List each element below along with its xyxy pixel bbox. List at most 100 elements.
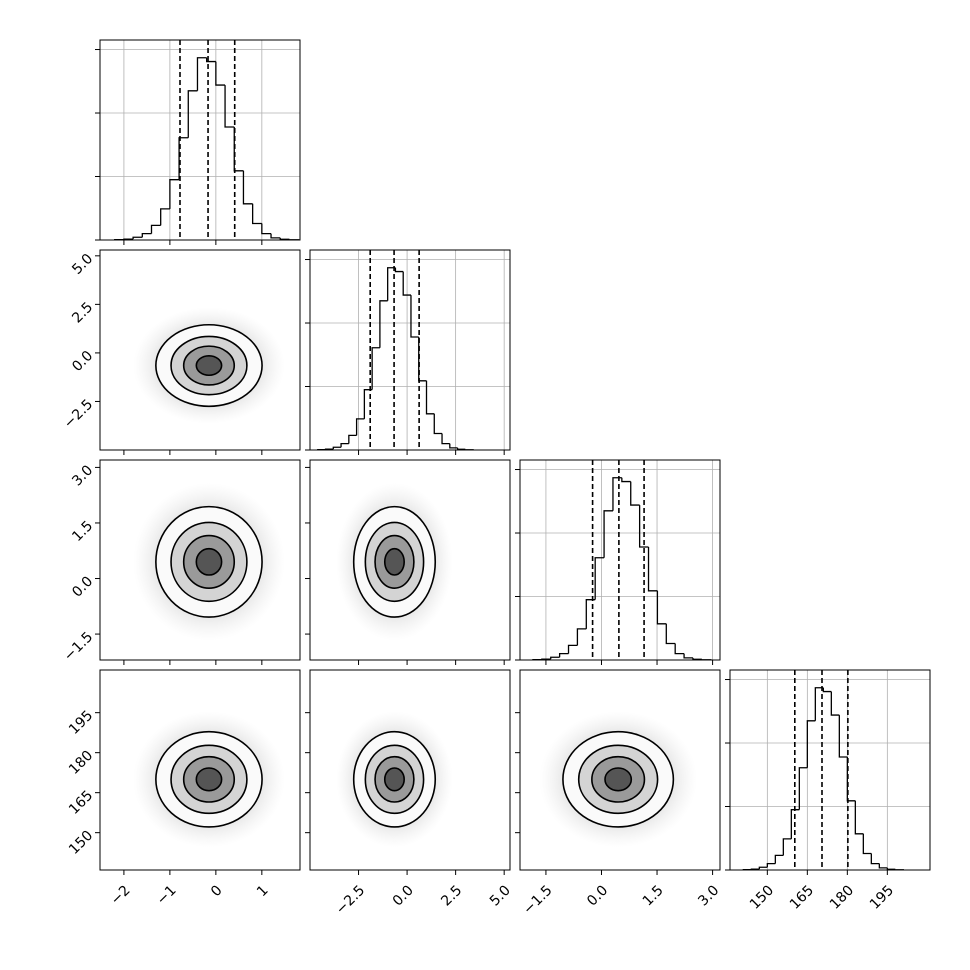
panel-frame xyxy=(309,459,511,661)
y-tick-label: 3.0 xyxy=(69,462,96,489)
x-tick-label: 180 xyxy=(827,882,857,912)
histogram-bin xyxy=(261,223,272,235)
x-tick-label: 0 xyxy=(208,882,226,900)
contour xyxy=(195,547,223,576)
y-tick-label: 180 xyxy=(66,748,96,778)
histogram-bin xyxy=(425,380,435,415)
histogram-bin xyxy=(355,418,365,436)
histogram-bin xyxy=(692,657,702,660)
histogram-bin xyxy=(387,267,396,301)
histogram-bin xyxy=(270,233,281,239)
histogram-bin xyxy=(224,85,235,128)
histogram-bin xyxy=(433,413,443,435)
y-tick-label: 195 xyxy=(66,708,96,738)
panel xyxy=(310,250,510,450)
histogram-bin xyxy=(594,557,605,600)
panel xyxy=(133,307,285,424)
histogram-bin xyxy=(196,57,207,91)
histogram-bin xyxy=(324,448,334,450)
contour xyxy=(195,355,223,377)
histogram-bin xyxy=(665,623,676,645)
histogram-bin xyxy=(558,653,569,658)
contour xyxy=(604,767,633,792)
x-tick-label: −2.5 xyxy=(333,882,368,917)
histogram-bin xyxy=(576,628,587,646)
histogram-bin xyxy=(402,271,411,296)
x-tick-label: 3.0 xyxy=(695,882,722,909)
x-tick-label: 2.5 xyxy=(438,882,465,909)
histogram-bin xyxy=(169,179,180,209)
panel-frame xyxy=(309,249,511,451)
panel-frame xyxy=(519,459,721,661)
y-tick-label: 0.0 xyxy=(69,348,96,375)
histogram-bin xyxy=(790,809,800,839)
histogram-bin xyxy=(456,447,466,450)
panel xyxy=(539,711,698,848)
histogram-bin xyxy=(550,656,560,660)
histogram-bin xyxy=(132,236,143,240)
panel-frame xyxy=(99,459,301,661)
histogram-bin xyxy=(798,767,808,810)
histogram-bin xyxy=(449,443,458,449)
histogram-bin xyxy=(854,800,864,835)
panel xyxy=(520,460,720,660)
x-tick-label: 5.0 xyxy=(487,882,514,909)
histogram-bin xyxy=(160,208,170,226)
panel xyxy=(133,482,285,641)
panel-frame xyxy=(99,39,301,241)
histogram-bin xyxy=(830,691,840,716)
histogram-bin xyxy=(371,347,380,390)
histogram-bin xyxy=(348,434,357,444)
panel-frame xyxy=(99,249,301,451)
panel-frame xyxy=(99,669,301,871)
histogram-bin xyxy=(806,720,816,768)
histogram-bin xyxy=(766,863,776,868)
histogram-bin xyxy=(782,838,792,856)
histogram-bin xyxy=(410,295,419,338)
y-tick-label: 0.0 xyxy=(69,573,96,600)
histogram-bin xyxy=(862,833,872,855)
panel xyxy=(336,482,453,641)
contour xyxy=(195,767,223,792)
histogram-bin xyxy=(379,300,388,348)
histogram-bin xyxy=(838,715,848,758)
x-tick-label: 150 xyxy=(747,882,777,912)
histogram-bin xyxy=(621,477,631,483)
histogram-bin xyxy=(206,57,216,63)
histogram-bin xyxy=(603,510,613,558)
histogram-bin xyxy=(332,446,342,450)
histogram-bin xyxy=(758,866,768,870)
x-tick-label: 1.5 xyxy=(640,882,667,909)
histogram-bin xyxy=(441,433,450,445)
x-tick-label: 165 xyxy=(787,882,817,912)
histogram-bin xyxy=(878,863,888,869)
panel xyxy=(100,40,300,240)
histogram-bin xyxy=(774,854,784,864)
y-tick-label: 5.0 xyxy=(69,251,96,278)
histogram-bin xyxy=(870,853,880,865)
histogram-bin xyxy=(630,481,640,506)
x-tick-label: −2 xyxy=(108,882,134,908)
y-tick-label: 1.5 xyxy=(69,518,96,545)
histogram-bin xyxy=(612,477,622,511)
panel xyxy=(730,670,930,870)
histogram-bin xyxy=(750,868,760,870)
y-tick-label: −2.5 xyxy=(61,396,96,431)
panel xyxy=(336,711,453,848)
histogram-bin xyxy=(585,599,596,629)
histogram-bin xyxy=(178,137,189,180)
histogram-bin xyxy=(674,643,685,655)
x-tick-label: 0.0 xyxy=(390,882,417,909)
histogram-bin xyxy=(394,267,404,273)
histogram-bin xyxy=(814,687,824,721)
histogram-bin xyxy=(233,126,244,172)
y-tick-label: 2.5 xyxy=(69,299,96,326)
histogram-bin xyxy=(150,224,161,234)
contour xyxy=(383,767,405,792)
panel-frame xyxy=(309,669,511,871)
x-tick-label: −1.5 xyxy=(520,882,555,917)
histogram-bin xyxy=(251,203,262,225)
x-tick-label: 1 xyxy=(254,882,272,900)
histogram-bin xyxy=(656,590,667,625)
